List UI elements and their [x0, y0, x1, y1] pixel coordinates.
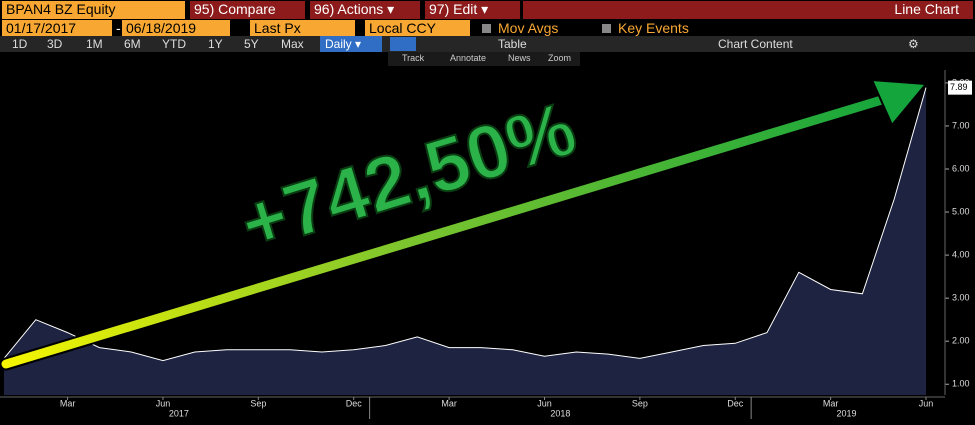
period-button[interactable]: 5Y — [244, 37, 259, 51]
key-events[interactable]: Key Events — [618, 20, 689, 36]
date-dash: - — [116, 20, 121, 36]
x-tick-label: Mar — [823, 398, 839, 408]
tool-button[interactable]: News — [508, 53, 531, 63]
area-fill — [4, 87, 926, 395]
price-line — [3, 87, 927, 362]
ticker[interactable]: BPAN4 BZ Equity — [2, 1, 185, 19]
settings-icon[interactable]: ⚙ — [908, 37, 919, 51]
y-tick-label: 3.00 — [952, 293, 970, 303]
checkbox[interactable] — [482, 24, 491, 33]
x-tick-label: Jun — [919, 398, 934, 408]
period-button[interactable]: 1Y — [208, 37, 223, 51]
y-tick-label: 2.00 — [952, 336, 970, 346]
arrow-shaft — [1, 91, 900, 369]
y-tick-label: 7.00 — [952, 120, 970, 130]
period-button[interactable]: 1D — [12, 37, 28, 51]
edit-button[interactable]: 97) Edit ▾ — [425, 1, 520, 19]
checkbox[interactable] — [602, 24, 611, 33]
line-icon[interactable] — [390, 37, 416, 51]
y-tick-label: 4.00 — [952, 249, 970, 259]
x-tick-label: Sep — [250, 398, 266, 408]
table-button[interactable]: Table — [498, 37, 527, 51]
actions-button[interactable]: 96) Actions ▾ — [310, 1, 420, 19]
period-button[interactable]: YTD — [162, 37, 186, 51]
period-bar — [0, 36, 975, 52]
start-date[interactable]: 01/17/2017 — [2, 20, 112, 36]
chart: 1.002.003.004.005.006.007.008.00MarJunSe… — [0, 70, 972, 419]
chart-content[interactable]: Chart Content — [718, 37, 793, 51]
compare-button[interactable]: 95) Compare — [190, 1, 305, 19]
x-tick-label: Dec — [727, 398, 744, 408]
field[interactable]: Last Px — [250, 20, 355, 36]
year-label: 2018 — [550, 408, 570, 418]
y-tick-label: 5.00 — [952, 206, 970, 216]
x-tick-label: Mar — [60, 398, 76, 408]
period-button[interactable]: 6M — [124, 37, 141, 51]
period-button[interactable]: 1M — [86, 37, 103, 51]
tool-button[interactable]: Zoom — [548, 53, 572, 63]
tool-bar — [388, 52, 580, 66]
x-tick-label: Mar — [441, 398, 457, 408]
tool-button[interactable]: Track — [402, 53, 425, 63]
last-value-box — [948, 80, 972, 95]
frequency[interactable]: Daily ▾ — [325, 37, 362, 51]
period-button[interactable]: Max — [281, 37, 304, 51]
arrow-head — [870, 78, 929, 127]
year-label: 2017 — [169, 408, 189, 418]
period-button[interactable]: 3D — [47, 37, 63, 51]
tool-button[interactable]: Annotate — [450, 53, 487, 63]
end-date[interactable]: 06/18/2019 — [122, 20, 230, 36]
y-tick-label: 6.00 — [952, 163, 970, 173]
year-label: 2019 — [837, 408, 857, 418]
y-tick-label: 1.00 — [952, 379, 970, 389]
x-tick-label: Dec — [346, 398, 363, 408]
x-tick-label: Jun — [156, 398, 171, 408]
view-title: Line Chart — [523, 1, 973, 19]
currency[interactable]: Local CCY — [365, 20, 470, 36]
frequency-box[interactable] — [320, 36, 382, 52]
mov-avgs[interactable]: Mov Avgs — [498, 20, 559, 36]
x-tick-label: Jun — [537, 398, 552, 408]
last-value-label: 7.89 — [950, 82, 968, 92]
x-tick-label: Sep — [632, 398, 648, 408]
